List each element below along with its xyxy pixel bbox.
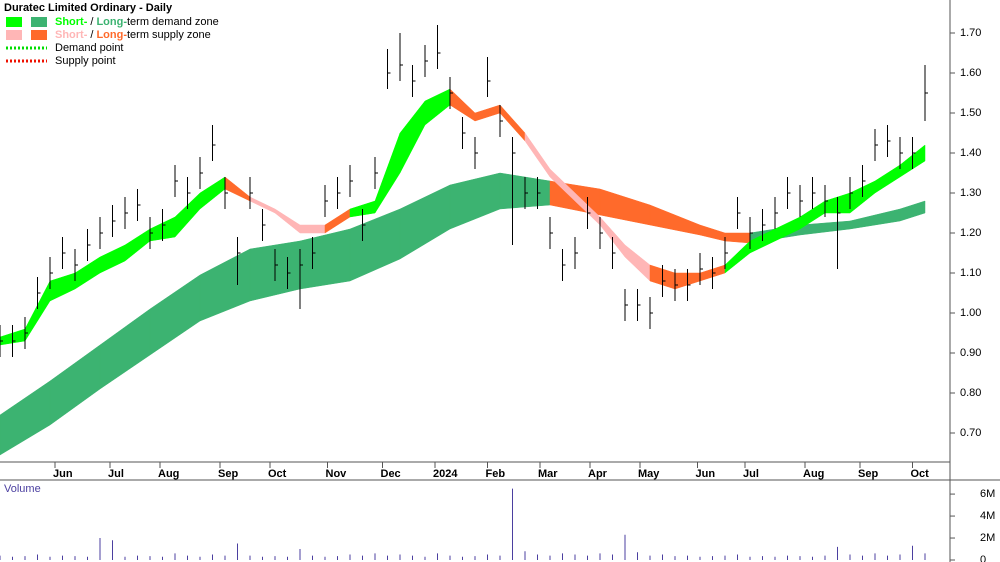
zone-segment xyxy=(99,308,151,390)
legend-swatch xyxy=(6,17,22,27)
legend-label: Short- / Long-term demand zone xyxy=(55,16,219,28)
legend-part: Short- xyxy=(55,16,88,28)
y-tick-label: 1.60 xyxy=(960,67,981,79)
legend-swatch xyxy=(31,30,47,40)
zone-segment xyxy=(299,224,326,234)
x-tick-label: Feb xyxy=(486,468,506,480)
zone-segment xyxy=(474,104,501,122)
volume-title: Volume xyxy=(4,483,41,495)
zone-segment xyxy=(499,104,526,142)
y-tick-label: 1.00 xyxy=(960,307,981,319)
zone-segment xyxy=(849,208,901,230)
zone-segment xyxy=(324,208,351,234)
x-tick-label: Aug xyxy=(158,468,179,480)
x-tick-label: Nov xyxy=(326,468,348,480)
zone-segment xyxy=(649,204,701,236)
legend-swatch xyxy=(6,30,22,40)
zone-segment xyxy=(449,88,476,122)
x-tick-label: Aug xyxy=(803,468,824,480)
y-tick-label: 1.40 xyxy=(960,147,981,159)
legend-label: Supply point xyxy=(55,55,116,67)
zone-segment xyxy=(374,132,401,214)
x-tick-label: Oct xyxy=(268,468,287,480)
zone-segment xyxy=(599,188,651,226)
legend-part: / xyxy=(90,29,94,41)
zone-segment xyxy=(899,200,926,222)
zone-segment xyxy=(724,232,751,244)
zone-segment xyxy=(49,344,101,426)
x-tick-label: Oct xyxy=(911,468,930,480)
y-tick-label: 1.30 xyxy=(960,187,981,199)
x-tick-label: Jul xyxy=(108,468,124,480)
y-tick-label: 6M xyxy=(980,488,995,500)
x-tick-label: Jun xyxy=(53,468,73,480)
x-tick-label: Sep xyxy=(218,468,238,480)
y-tick-label: 1.10 xyxy=(960,267,981,279)
zone-segment xyxy=(99,244,126,274)
zone-segment xyxy=(274,208,301,234)
y-tick-label: 4M xyxy=(980,510,995,522)
zone-segment xyxy=(49,272,76,302)
zone-segment xyxy=(624,244,651,282)
zone-segment xyxy=(774,216,801,242)
legend-part: term supply zone xyxy=(127,29,211,41)
y-tick-label: 0.80 xyxy=(960,387,981,399)
zone-segment xyxy=(874,164,901,194)
legend-label: Short- / Long-term supply zone xyxy=(55,29,211,41)
x-tick-label: Mar xyxy=(538,468,558,480)
legend-swatch xyxy=(31,17,47,27)
legend-part: Long- xyxy=(96,29,127,41)
zone-segment xyxy=(699,224,726,242)
chart-title: Duratec Limited Ordinary - Daily xyxy=(4,2,173,14)
legend-label: Demand point xyxy=(55,42,124,54)
x-tick-label: Sep xyxy=(858,468,878,480)
zone-segment xyxy=(199,176,226,210)
y-tick-label: 1.50 xyxy=(960,107,981,119)
zone-segment xyxy=(399,184,451,260)
legend-part: / xyxy=(90,16,94,28)
zone-segment xyxy=(524,132,551,178)
x-tick-label: Jun xyxy=(696,468,716,480)
zone-segment xyxy=(149,274,201,356)
x-tick-label: 2024 xyxy=(433,468,458,480)
x-tick-label: May xyxy=(638,468,660,480)
legend-part: Short- xyxy=(55,29,88,41)
x-tick-label: Apr xyxy=(588,468,608,480)
zone-segment xyxy=(724,240,751,274)
legend-part: Long- xyxy=(96,16,127,28)
zone-segment xyxy=(124,228,151,262)
zone-segment xyxy=(399,100,426,174)
zone-segment xyxy=(449,172,501,230)
zone-segment xyxy=(74,256,101,290)
zone-segment xyxy=(349,208,401,282)
zone-segment xyxy=(299,228,351,290)
y-tick-label: 0.90 xyxy=(960,347,981,359)
y-tick-label: 0 xyxy=(980,554,986,562)
y-tick-label: 2M xyxy=(980,532,995,544)
y-tick-label: 1.70 xyxy=(960,27,981,39)
y-tick-label: 1.20 xyxy=(960,227,981,239)
y-tick-label: 0.70 xyxy=(960,427,981,439)
zone-segment xyxy=(0,380,51,456)
x-tick-label: Dec xyxy=(381,468,401,480)
zone-segment xyxy=(224,176,251,202)
zone-segment xyxy=(424,88,451,126)
zone-segment xyxy=(199,248,251,322)
legend-part: term demand zone xyxy=(127,16,219,28)
x-tick-label: Jul xyxy=(743,468,759,480)
